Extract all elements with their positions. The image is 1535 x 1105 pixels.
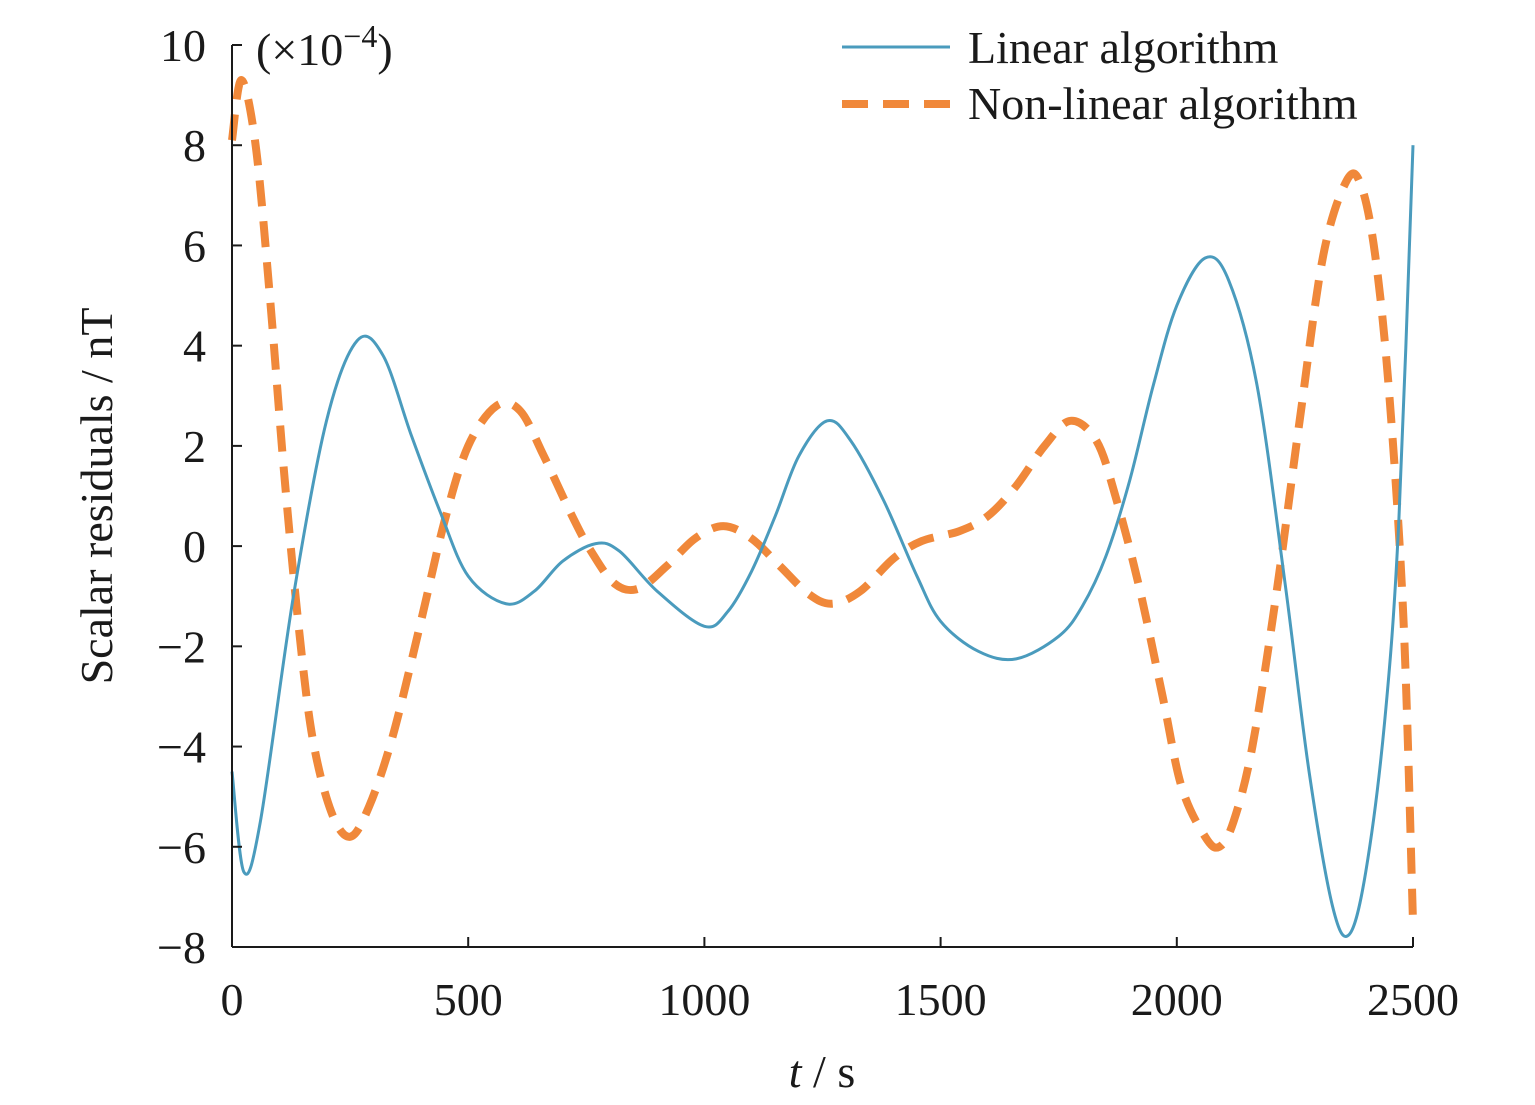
y-tick-label: −8 [157, 922, 206, 973]
y-tick-label: 10 [160, 20, 206, 71]
x-axis-label: t / s [789, 1046, 855, 1097]
y-tick-label: 4 [183, 321, 206, 372]
y-multiplier-exp: −4 [343, 18, 377, 54]
y-multiplier-close: ) [377, 24, 392, 75]
axes [231, 45, 1413, 948]
y-tick-label: 0 [183, 521, 206, 572]
x-axis-label-unit: / s [802, 1046, 856, 1097]
x-tick-label: 1500 [895, 974, 987, 1025]
series-line-nonlinear [228, 76, 1417, 923]
y-tick-label: −6 [157, 822, 206, 873]
series-line-linear [230, 145, 1415, 938]
legend-label-nonlinear: Non-linear algorithm [968, 78, 1358, 129]
y-multiplier: (×10−4) [256, 18, 393, 75]
y-tick-label: 2 [183, 421, 206, 472]
legend-label-linear: Linear algorithm [968, 22, 1279, 73]
y-tick-label: −2 [157, 621, 206, 672]
y-ticks: −8 −6 −4 −2 0 2 4 6 8 10 [157, 20, 242, 973]
x-axis-label-variable: t [789, 1046, 803, 1097]
x-tick-label: 0 [221, 974, 244, 1025]
x-tick-label: 1000 [658, 974, 750, 1025]
y-multiplier-open: (×10 [256, 24, 343, 75]
x-tick-label: 2500 [1367, 974, 1459, 1025]
legend: Linear algorithm Non-linear algorithm [842, 22, 1358, 129]
plot-area [228, 76, 1417, 938]
y-tick-label: −4 [157, 722, 206, 773]
x-tick-label: 2000 [1131, 974, 1223, 1025]
x-ticks: 0 500 1000 1500 2000 2500 [221, 937, 1459, 1025]
y-axis-label: Scalar residuals / nT [71, 308, 122, 685]
x-tick-label: 500 [434, 974, 503, 1025]
y-tick-label: 6 [183, 220, 206, 271]
y-tick-label: 8 [183, 120, 206, 171]
